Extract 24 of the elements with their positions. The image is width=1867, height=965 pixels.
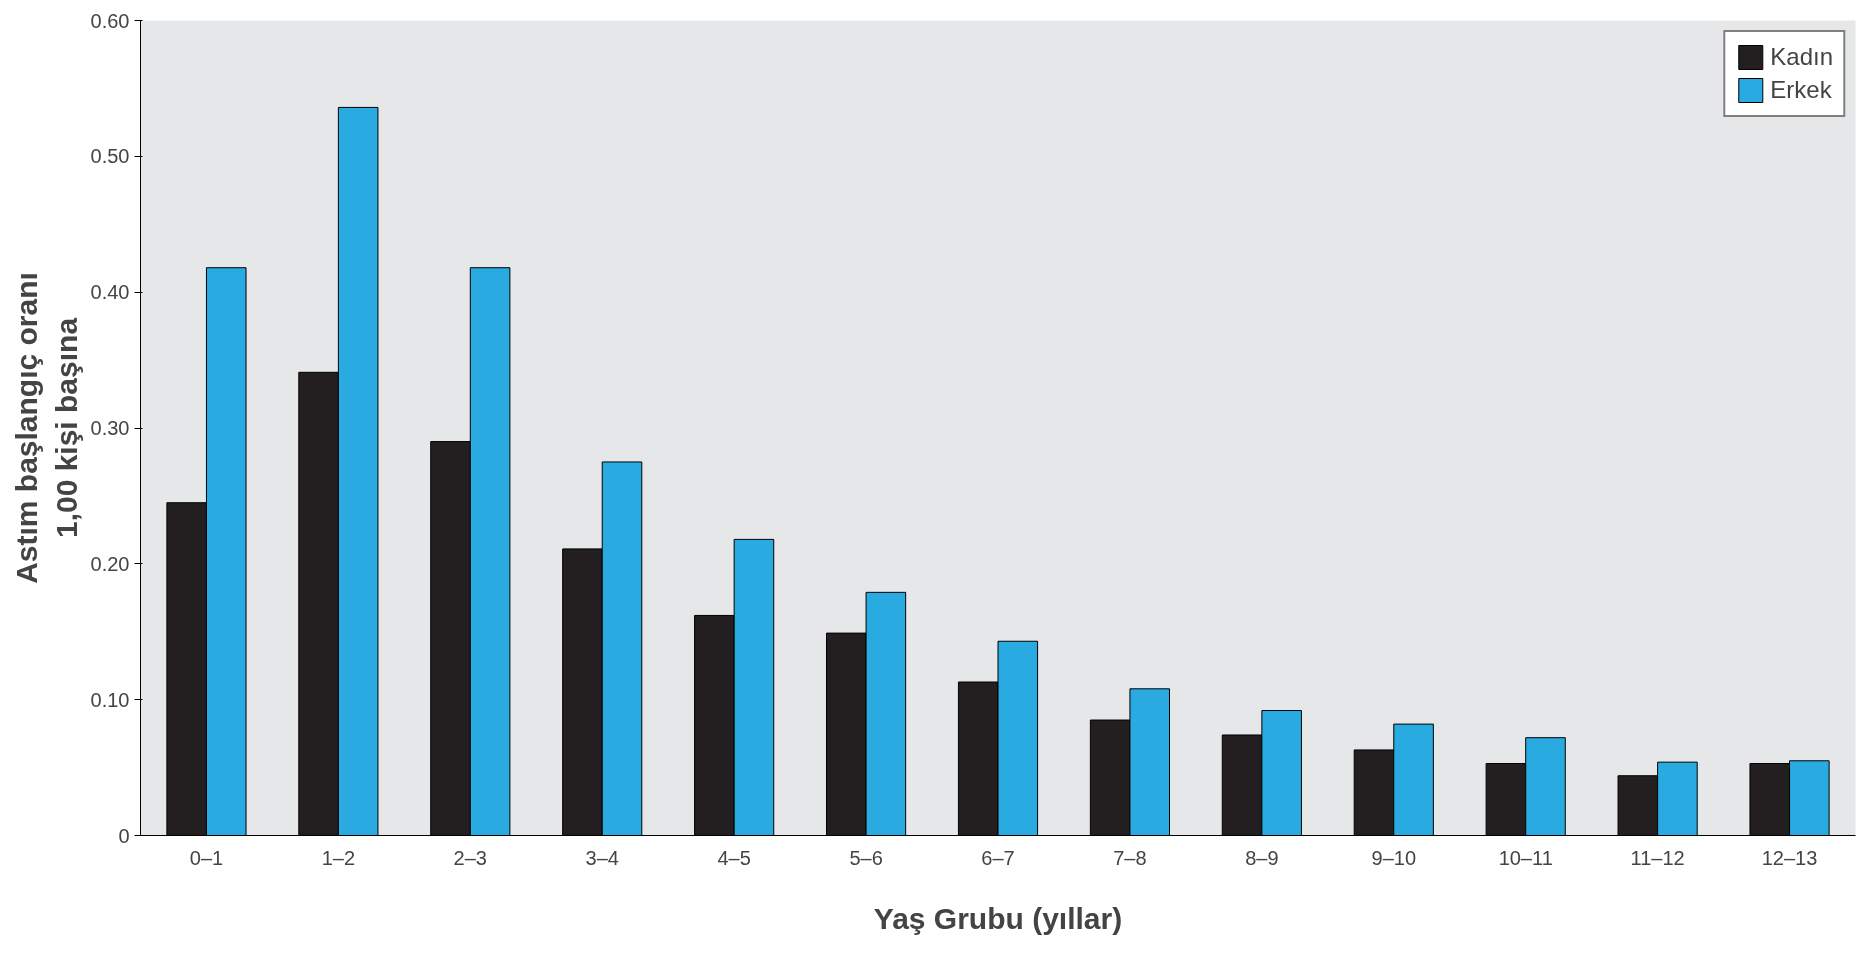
x-axis-title: Yaş Grubu (yıllar) [873, 901, 1123, 935]
x-tick-label: 12–13 [1761, 846, 1818, 869]
x-tick-label: 7–8 [1113, 846, 1147, 869]
y-tick-label: 0.60 [90, 9, 130, 32]
x-tick-label: 1–2 [321, 846, 356, 869]
legend-label: Kadın [1770, 43, 1833, 71]
y-tick-label: 0.30 [90, 417, 130, 439]
y-axis-title: Astım başlangıç oranı 1,00 kişi başına [9, 272, 83, 584]
legend-label: Erkek [1770, 76, 1832, 104]
x-tick-label: 8–9 [1245, 846, 1279, 869]
x-tick-label: 0–1 [189, 846, 224, 869]
x-tick-label: 5–6 [849, 846, 883, 869]
x-tick-label: 4–5 [717, 846, 751, 869]
x-tick-label: 3–4 [585, 846, 619, 869]
y-tick-label: 0.10 [90, 688, 130, 711]
x-tick-label: 11–12 [1630, 846, 1685, 869]
y-tick-label: 0 [118, 824, 130, 847]
x-tick-label: 9–10 [1371, 846, 1417, 869]
y-tick-label: 0.50 [90, 145, 130, 168]
y-tick-label: 0.20 [90, 552, 130, 575]
x-tick-label: 10–11 [1498, 846, 1553, 869]
y-tick-label: 0.40 [90, 281, 130, 304]
x-tick-label: 6–7 [981, 846, 1015, 869]
x-tick-label: 2–3 [453, 846, 487, 869]
